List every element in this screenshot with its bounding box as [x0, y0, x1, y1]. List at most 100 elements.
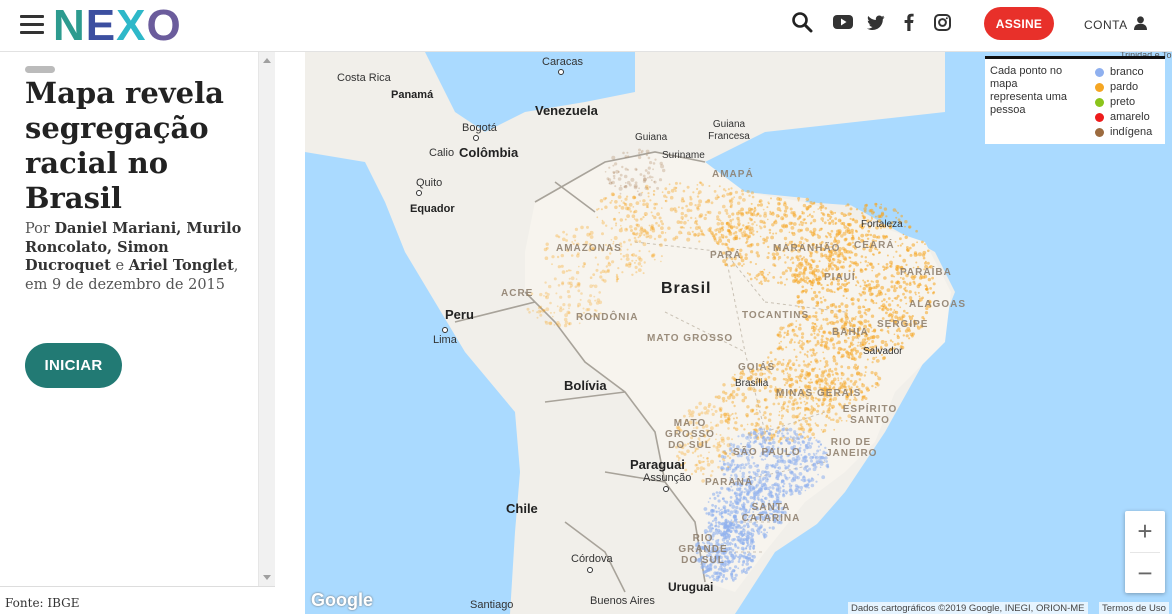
zoom-in-button[interactable]: + — [1137, 516, 1153, 546]
population-dot — [854, 229, 858, 232]
population-dot — [730, 257, 734, 261]
population-dot — [851, 302, 855, 306]
population-dot — [729, 544, 732, 546]
population-dot — [681, 446, 685, 450]
population-dot — [825, 288, 830, 292]
population-dot — [678, 450, 681, 454]
population-dot — [814, 456, 817, 459]
state-label-goias: GOIÁS — [738, 362, 776, 373]
search-icon[interactable] — [790, 10, 814, 34]
population-dot — [701, 479, 705, 483]
population-dot — [762, 495, 764, 498]
population-dot — [714, 424, 718, 427]
map-canvas[interactable] — [305, 52, 1172, 614]
panel-scrollbar[interactable] — [258, 52, 275, 586]
menu-icon[interactable] — [20, 15, 44, 35]
population-dot — [798, 223, 801, 226]
population-dot — [741, 398, 746, 403]
population-dot — [854, 380, 858, 384]
population-dot — [694, 469, 698, 473]
population-dot — [551, 263, 553, 266]
state-label-santa-catarina: SANTA CATARINA — [741, 502, 801, 524]
population-dot — [773, 221, 776, 224]
population-dot — [857, 320, 860, 324]
population-dot — [814, 311, 818, 315]
population-dot — [575, 278, 578, 280]
population-dot — [786, 378, 790, 382]
population-dot — [680, 198, 685, 203]
population-dot — [740, 546, 745, 551]
population-dot — [913, 251, 918, 255]
scroll-down-arrow-icon[interactable] — [263, 575, 271, 580]
population-dot — [757, 489, 762, 494]
population-dot — [693, 427, 695, 429]
population-dot — [750, 378, 753, 381]
population-dot — [822, 452, 825, 455]
population-dot — [739, 464, 742, 467]
population-dot — [818, 290, 821, 294]
population-dot — [795, 279, 799, 283]
population-dot — [863, 319, 868, 324]
population-dot — [712, 531, 717, 536]
population-dot — [772, 510, 776, 513]
population-dot — [893, 347, 896, 350]
nexo-logo[interactable]: N E X O — [53, 4, 182, 48]
population-dot — [781, 271, 786, 276]
population-dot — [660, 226, 664, 231]
google-logo[interactable]: Google — [311, 590, 373, 610]
population-dot — [713, 238, 717, 242]
population-dot — [738, 487, 742, 491]
population-dot — [829, 235, 832, 239]
population-dot — [741, 369, 744, 372]
population-dot — [638, 187, 640, 190]
subscribe-button[interactable]: ASSINE — [984, 7, 1054, 40]
instagram-icon[interactable] — [930, 10, 954, 34]
account-button[interactable]: CONTA — [1084, 16, 1147, 33]
population-dot — [811, 322, 815, 325]
population-dot — [766, 206, 769, 209]
population-dot — [589, 276, 593, 279]
population-dot — [725, 468, 730, 472]
population-dot — [724, 242, 728, 246]
population-dot — [751, 373, 755, 376]
population-dot — [734, 495, 738, 498]
population-dot — [720, 233, 723, 236]
population-dot — [647, 206, 649, 209]
population-dot — [726, 192, 730, 196]
population-dot — [733, 551, 737, 555]
facebook-icon[interactable] — [897, 10, 921, 34]
population-dot — [807, 441, 811, 445]
population-dot — [739, 470, 741, 472]
population-dot — [780, 340, 782, 343]
population-dot — [652, 253, 656, 257]
population-dot — [607, 262, 612, 267]
population-dot — [794, 276, 797, 279]
population-dot — [740, 370, 744, 375]
population-dot — [795, 355, 798, 359]
youtube-icon[interactable] — [831, 10, 855, 34]
zoom-out-button[interactable]: − — [1137, 558, 1153, 588]
population-dot — [780, 515, 783, 518]
panel-gutter — [275, 52, 305, 614]
twitter-icon[interactable] — [864, 10, 888, 34]
population-dot — [817, 208, 819, 210]
scroll-up-arrow-icon[interactable] — [263, 58, 271, 63]
population-dot — [716, 215, 720, 219]
population-dot — [752, 487, 755, 490]
population-dot — [863, 374, 866, 377]
panel-handle[interactable] — [25, 66, 55, 73]
population-dot — [731, 504, 736, 509]
population-dot — [805, 364, 810, 368]
map-terms-link[interactable]: Termos de Uso — [1099, 602, 1169, 615]
dot-density-map[interactable]: Costa Rica Panamá Caracas Venezuela Bogo… — [305, 52, 1172, 614]
population-dot — [679, 220, 683, 224]
population-dot — [795, 325, 798, 328]
population-dot — [731, 489, 734, 492]
population-dot — [755, 377, 759, 381]
population-dot — [843, 225, 848, 229]
population-dot — [817, 404, 820, 408]
population-dot — [867, 261, 869, 264]
map-attribution[interactable]: Dados cartográficos ©2019 Google, INEGI,… — [848, 602, 1088, 615]
population-dot — [871, 265, 875, 269]
start-button[interactable]: INICIAR — [25, 343, 122, 388]
